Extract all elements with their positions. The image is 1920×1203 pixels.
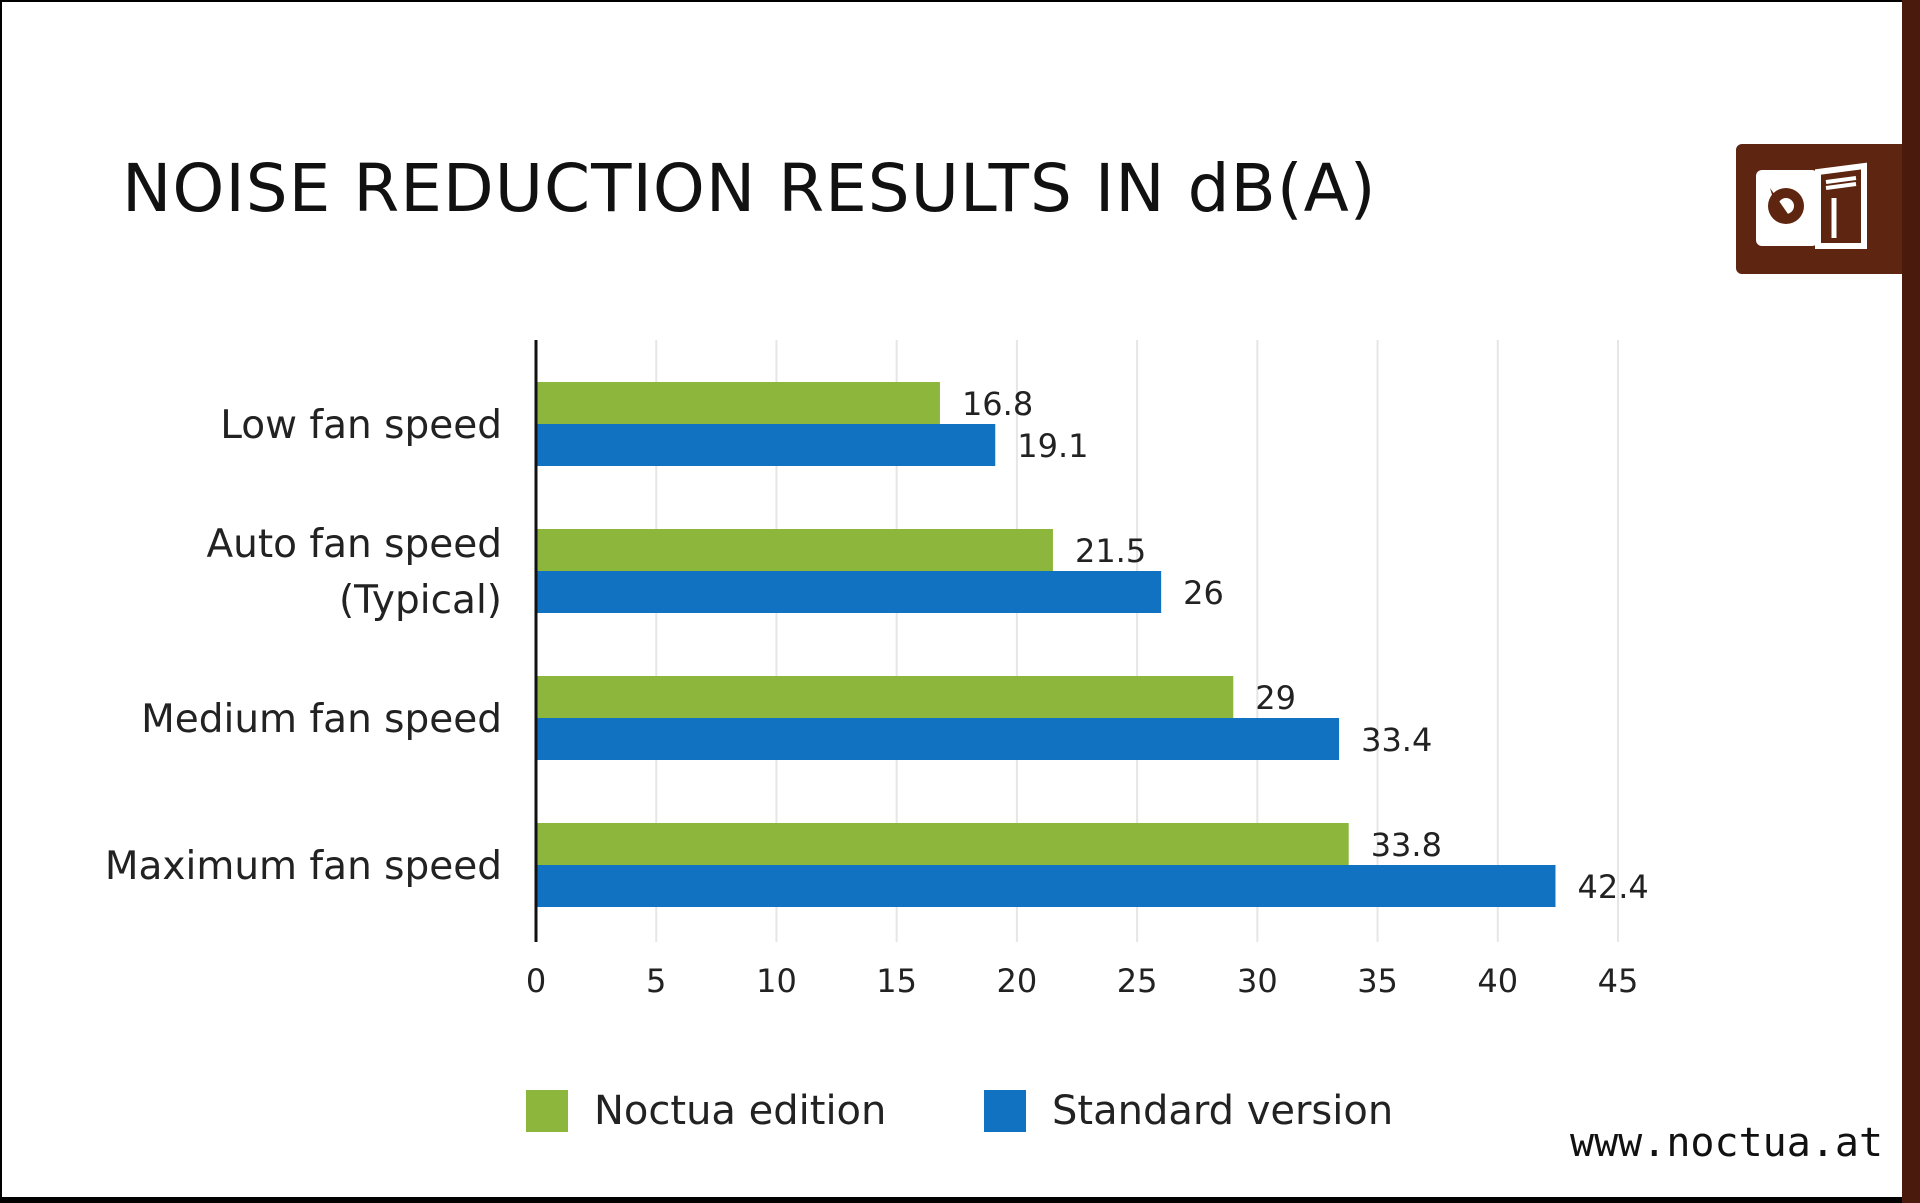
data-label-noctua-2: 29	[1255, 679, 1296, 717]
x-tick-label-15: 15	[876, 962, 917, 1000]
data-label-standard-2: 33.4	[1361, 721, 1432, 759]
bar-standard-3	[536, 865, 1556, 907]
x-tick-label-5: 5	[646, 962, 666, 1000]
data-label-standard-0: 19.1	[1017, 427, 1088, 465]
data-label-standard-1: 26	[1183, 574, 1224, 612]
legend-item-noctua: Noctua edition	[526, 1088, 886, 1134]
chart-title: NOISE REDUCTION RESULTS IN dB(A)	[122, 150, 1377, 227]
bar-standard-2	[536, 718, 1340, 760]
x-tick-label-0: 0	[526, 962, 546, 1000]
x-tick-label-40: 40	[1477, 962, 1518, 1000]
category-label-2: Medium fan speed	[141, 697, 502, 742]
logo-badge	[1736, 144, 1902, 274]
bar-chart: 16.8 21.5 29 33.8 19.1 26 33.4 42.4 0 5 10 15 20 25 30…	[105, 340, 1649, 1000]
category-label-0: Low fan speed	[220, 403, 502, 448]
x-tick-label-25: 25	[1117, 962, 1158, 1000]
category-label-1-line1: (Typical)	[339, 578, 502, 623]
x-tick-label-10: 10	[756, 962, 797, 1000]
noctua-owl-logo-icon	[1756, 162, 1867, 249]
data-label-standard-3: 42.4	[1577, 868, 1648, 906]
legend-swatch-standard	[984, 1090, 1026, 1132]
website-url: www.noctua.at	[1570, 1120, 1884, 1166]
category-label-3: Maximum fan speed	[105, 844, 502, 889]
data-label-noctua-3: 33.8	[1371, 826, 1442, 864]
legend-label-noctua: Noctua edition	[594, 1088, 887, 1134]
bar-noctua-0	[536, 382, 940, 424]
x-tick-label-20: 20	[997, 962, 1038, 1000]
legend-swatch-noctua	[526, 1090, 568, 1132]
x-tick-label-30: 30	[1237, 962, 1278, 1000]
bar-standard-1	[536, 571, 1162, 613]
right-edge-strip	[1902, 0, 1920, 1203]
data-label-noctua-1: 21.5	[1075, 532, 1146, 570]
bar-noctua-1	[536, 529, 1053, 571]
bar-standard-0	[536, 424, 996, 466]
x-tick-label-45: 45	[1598, 962, 1639, 1000]
category-label-1-line0: Auto fan speed	[206, 522, 502, 567]
legend-label-standard: Standard version	[1052, 1088, 1394, 1134]
data-label-noctua-0: 16.8	[962, 385, 1033, 423]
x-tick-label-35: 35	[1357, 962, 1398, 1000]
legend-item-standard: Standard version	[984, 1088, 1393, 1134]
bar-noctua-3	[536, 823, 1349, 865]
bar-noctua-2	[536, 676, 1234, 718]
